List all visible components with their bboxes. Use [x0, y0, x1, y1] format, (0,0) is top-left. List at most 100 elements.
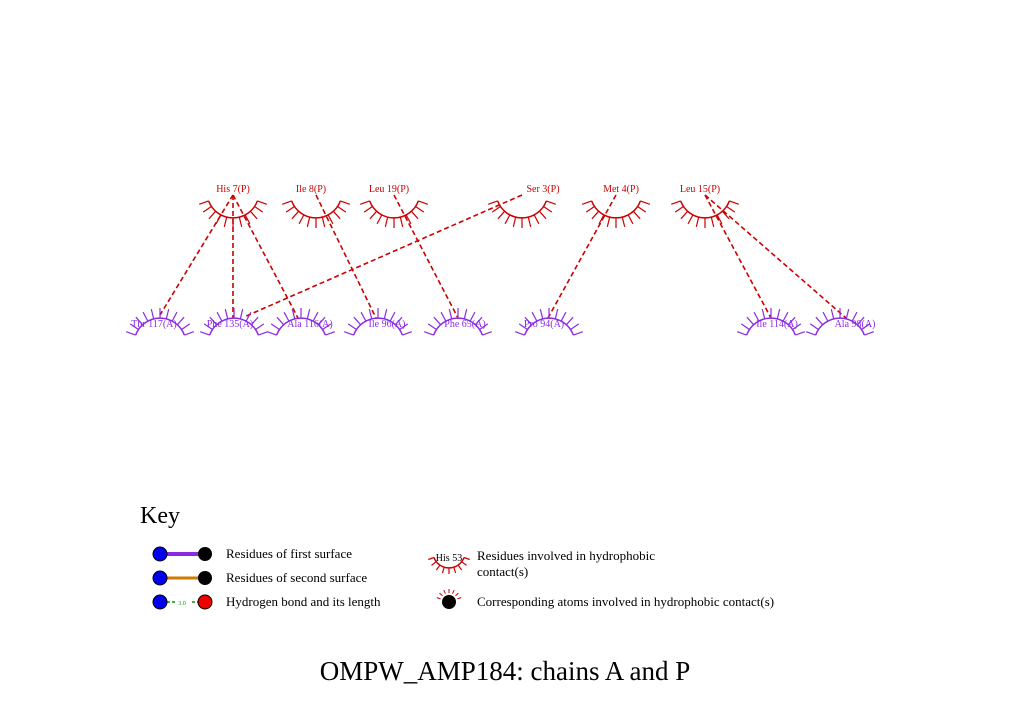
residue-label-ser3: Ser 3(P) — [526, 184, 559, 195]
eyelash-phe65 — [423, 308, 493, 336]
residue-spoke — [322, 323, 332, 330]
residue-spoke — [640, 200, 651, 205]
residue-spoke — [463, 308, 468, 319]
key-eyelash — [428, 556, 470, 574]
residue-spoke — [171, 311, 178, 322]
residue-spoke — [776, 308, 781, 319]
residue-label-his7: His 7(P) — [216, 184, 250, 195]
residue-spoke — [142, 311, 149, 322]
residue-leu19: Leu 19(P) — [359, 184, 429, 228]
residue-spoke — [453, 567, 457, 574]
residue-spoke — [531, 311, 538, 322]
residue-spoke — [317, 316, 326, 326]
residue-phe135: Phe 135(A) — [199, 308, 269, 336]
eyelash-phe135 — [199, 308, 269, 336]
residue-spoke — [135, 316, 144, 326]
residue-spoke — [216, 311, 223, 322]
residue-spoke — [497, 210, 506, 220]
eyelash-leu15 — [670, 200, 740, 228]
residue-spoke — [431, 561, 437, 566]
residue-spoke — [753, 311, 760, 322]
residue-spoke — [165, 308, 170, 319]
residue-spoke — [244, 214, 251, 225]
residue-spoke — [736, 331, 747, 336]
black-atom — [198, 571, 212, 585]
residue-spoke — [312, 311, 319, 322]
hydrophobic-contact-line — [704, 194, 847, 319]
residue-label-thr117: Thr 117(A) — [131, 319, 176, 330]
hbond-length-label: 3.0 — [178, 601, 186, 607]
residue-label-ile8: Ile 8(P) — [296, 184, 326, 195]
hbond-length-bg — [175, 598, 190, 606]
residue-spoke — [369, 210, 378, 220]
residue-spoke — [782, 311, 789, 322]
eyelash-met4 — [581, 200, 651, 228]
hydrophobic-contact-line — [547, 194, 617, 319]
residue-spoke — [184, 331, 195, 336]
residue-spoke — [433, 316, 442, 326]
residue-spoke — [125, 331, 136, 336]
residue-spoke — [570, 323, 580, 330]
residue-spoke — [721, 210, 730, 220]
residue-spoke — [830, 308, 835, 319]
residue-spoke — [394, 316, 403, 326]
residue-thr117: Thr 117(A) — [125, 308, 195, 336]
residue-label-met4: Met 4(P) — [603, 184, 639, 195]
residue-ile96: Ile 96(A) — [343, 308, 413, 336]
residue-pro94: Pro 94(A) — [514, 308, 584, 336]
residue-spoke — [726, 206, 736, 213]
residue-spoke — [861, 323, 871, 330]
hydrophobic-atom-icon — [442, 595, 456, 609]
residue-spoke — [215, 214, 222, 225]
residue-spoke — [792, 323, 802, 330]
residue-arc — [745, 317, 797, 336]
residue-spoke — [851, 311, 858, 322]
residue-spoke — [864, 331, 875, 336]
residue-spoke — [239, 308, 244, 319]
residue-spoke — [332, 210, 341, 220]
residue-ala98: Ala 98(A) — [805, 308, 876, 336]
residue-label-ile114: Ile 114(A) — [756, 319, 798, 330]
atom-spoke — [452, 589, 455, 594]
eyelash-ala116 — [266, 308, 336, 336]
residue-spoke — [427, 323, 437, 330]
residue-spoke — [389, 311, 396, 322]
eyelash-pro94 — [514, 308, 584, 336]
residue-spoke — [539, 308, 544, 319]
residue-spoke — [415, 206, 425, 213]
contact-lines — [159, 194, 847, 319]
residue-spoke — [405, 214, 412, 225]
residue-arc — [208, 317, 260, 336]
residue-arc — [432, 317, 484, 336]
residue-spoke — [543, 206, 553, 213]
residue-arc — [134, 317, 186, 336]
residue-spoke — [223, 217, 228, 228]
residue-met4: Met 4(P) — [581, 184, 651, 228]
residue-arc — [352, 317, 404, 336]
black-atom — [198, 547, 212, 561]
residue-spoke — [469, 311, 476, 322]
residue-spoke — [199, 331, 210, 336]
residue-spoke — [598, 214, 605, 225]
residue-spoke — [368, 308, 373, 319]
residue-his7: His 7(P) — [198, 184, 268, 228]
blue-atom — [152, 594, 168, 610]
key-panel: Key Residues of first surface Residues o… — [140, 503, 774, 610]
residue-spoke — [524, 316, 533, 326]
residue-group: His 7(P) Ile 8(P) Leu 19(P) Ser 3(P) Met 4(P… — [125, 184, 876, 336]
residue-spoke — [670, 200, 681, 205]
residue-spoke — [461, 561, 467, 566]
eyelash-ile8 — [281, 200, 351, 228]
residue-spoke — [258, 331, 269, 336]
residue-spoke — [224, 308, 229, 319]
residue-spoke — [716, 214, 723, 225]
eyelash-leu19 — [359, 200, 429, 228]
hydrophobic-label-line1: Residues involved in hydrophobic — [477, 548, 655, 563]
residue-spoke — [249, 210, 258, 220]
residue-label-leu15: Leu 15(P) — [680, 184, 720, 195]
residue-spoke — [680, 210, 689, 220]
residue-label-ala98: Ala 98(A) — [835, 319, 876, 330]
residue-spoke — [554, 308, 559, 319]
residue-phe65: Phe 65(A) — [423, 308, 493, 336]
residue-spoke — [809, 323, 819, 330]
